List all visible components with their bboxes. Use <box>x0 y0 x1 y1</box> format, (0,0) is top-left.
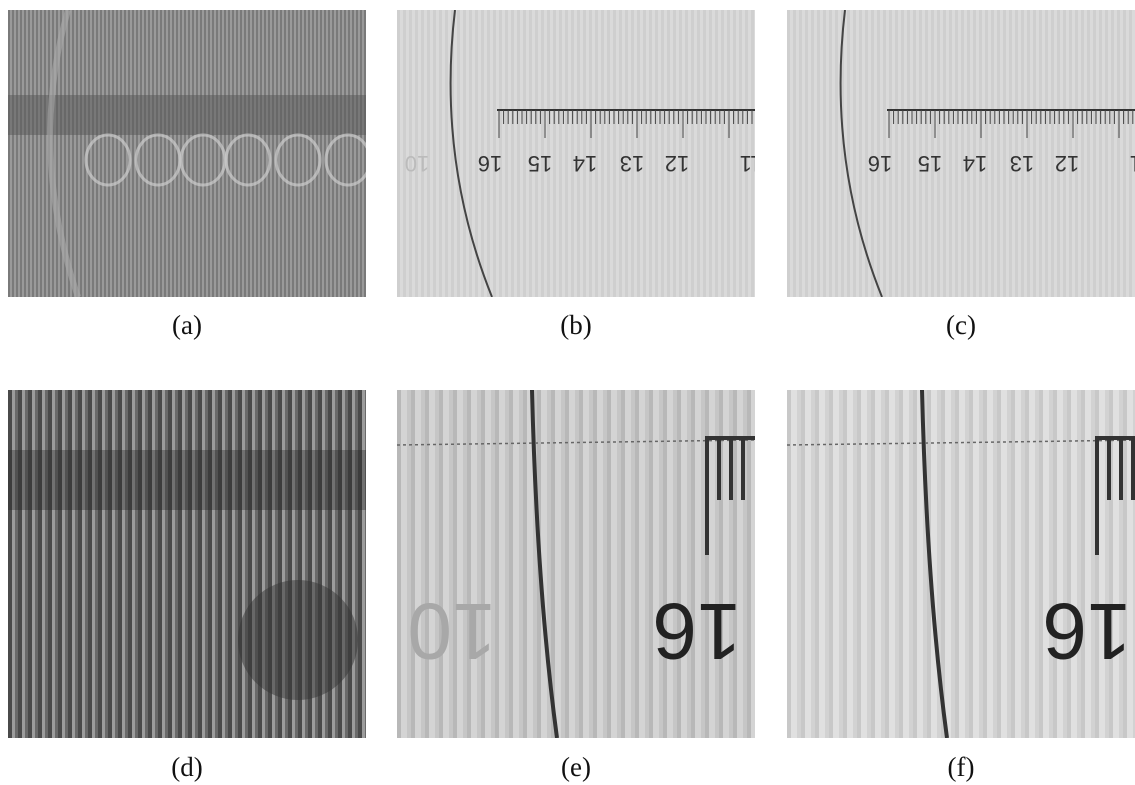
image-panel: 16 <box>787 390 1135 738</box>
scale-label: 15 <box>918 151 942 176</box>
image-panel: 10 16 <box>397 390 755 738</box>
image-content: 16 <box>787 390 1135 738</box>
caption: (b) <box>560 310 592 340</box>
caption: (f) <box>947 752 975 782</box>
edge-arc <box>920 390 949 738</box>
edge-arc <box>839 10 883 297</box>
image-content: 10 16 <box>397 390 755 738</box>
scale-label: 12 <box>665 151 689 176</box>
caption: (c) <box>946 310 976 340</box>
scale-label: 14 <box>963 151 987 176</box>
image-content: 16 15 14 13 12 11 <box>839 10 1135 297</box>
ruler-corner <box>705 436 755 555</box>
ring <box>84 133 132 187</box>
edge-arc <box>530 390 559 738</box>
scratch <box>787 439 1135 446</box>
ruler-corner <box>1095 436 1135 555</box>
image-panel: 16 15 14 13 12 11 <box>787 10 1135 297</box>
image-content: 10 16 15 14 13 12 11 <box>405 10 755 297</box>
scale-label: 13 <box>1010 151 1034 176</box>
blotch <box>238 580 358 700</box>
ring <box>324 133 366 187</box>
scale-label: 13 <box>620 151 644 176</box>
edge-arc <box>449 10 493 297</box>
caption: (d) <box>171 752 203 782</box>
ring <box>274 133 322 187</box>
scale-label: 16 <box>1043 587 1132 676</box>
image-content <box>8 10 366 297</box>
scale-label: 12 <box>1055 151 1079 176</box>
scale-label: 15 <box>528 151 552 176</box>
caption: (e) <box>561 752 591 782</box>
scratch <box>397 439 755 446</box>
ring <box>134 133 182 187</box>
scale-label: 11 <box>1130 151 1135 176</box>
ring <box>224 133 272 187</box>
image-panel <box>8 390 366 738</box>
image-content <box>8 450 366 700</box>
scale-label: 10 <box>405 151 429 176</box>
scale-label: 16 <box>868 151 892 176</box>
caption: (a) <box>172 310 202 340</box>
scale-label: 10 <box>408 587 497 676</box>
ring <box>179 133 227 187</box>
scale-label: 11 <box>740 151 755 176</box>
band <box>8 95 366 135</box>
scale-label: 16 <box>478 151 502 176</box>
scale-label: 14 <box>573 151 597 176</box>
image-panel <box>8 10 366 297</box>
arc <box>47 10 81 297</box>
scale-label: 16 <box>653 587 742 676</box>
band <box>8 450 366 510</box>
image-panel: 10 16 15 14 13 12 11 <box>397 10 755 297</box>
